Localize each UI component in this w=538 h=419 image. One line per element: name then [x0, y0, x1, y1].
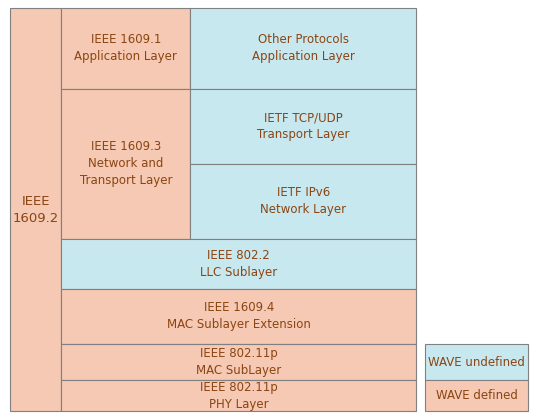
Bar — [190, 164, 416, 239]
Text: IEEE 802.11p
PHY Layer: IEEE 802.11p PHY Layer — [200, 381, 278, 411]
Text: IEEE 1609.3
Network and
Transport Layer: IEEE 1609.3 Network and Transport Layer — [80, 140, 172, 187]
Text: IEEE 1609.4
MAC Sublayer Extension: IEEE 1609.4 MAC Sublayer Extension — [167, 301, 311, 331]
Text: Other Protocols
Application Layer: Other Protocols Application Layer — [252, 33, 355, 63]
Text: WAVE defined: WAVE defined — [436, 389, 518, 403]
Text: IEEE 802.2
LLC Sublayer: IEEE 802.2 LLC Sublayer — [200, 249, 278, 279]
Bar — [190, 89, 416, 164]
Bar — [61, 380, 416, 411]
Text: WAVE undefined: WAVE undefined — [428, 355, 525, 369]
Text: IEEE 1609.1
Application Layer: IEEE 1609.1 Application Layer — [74, 33, 178, 63]
Bar — [61, 289, 416, 344]
Bar — [10, 8, 61, 411]
Bar — [61, 8, 190, 89]
Bar — [425, 380, 528, 411]
Text: IETF TCP/UDP
Transport Layer: IETF TCP/UDP Transport Layer — [257, 111, 350, 141]
Bar — [425, 344, 528, 380]
Bar — [61, 344, 416, 380]
Bar — [190, 8, 416, 89]
Text: IEEE
1609.2: IEEE 1609.2 — [12, 194, 59, 225]
Text: IETF IPv6
Network Layer: IETF IPv6 Network Layer — [260, 186, 346, 216]
Bar — [61, 89, 190, 239]
Text: IEEE 802.11p
MAC SubLayer: IEEE 802.11p MAC SubLayer — [196, 347, 281, 377]
Bar — [61, 239, 416, 289]
